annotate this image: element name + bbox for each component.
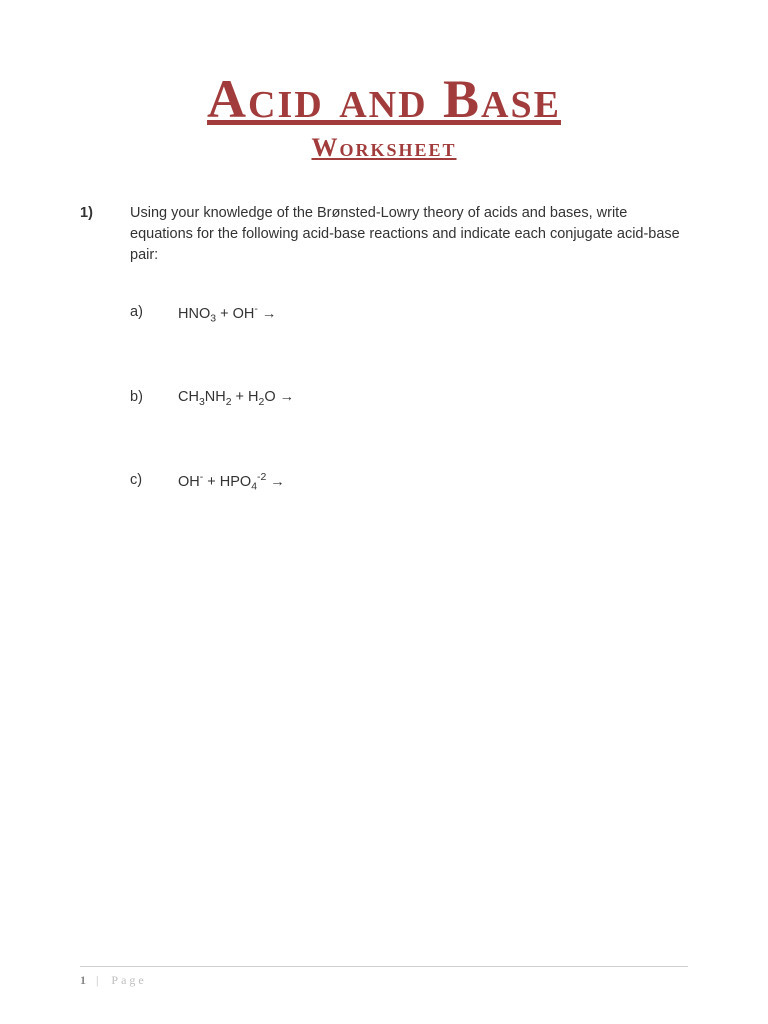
footer-separator: | <box>96 973 101 987</box>
footer-page-number: 1 <box>80 973 86 987</box>
question-part-c: c) OH- + HPO4-2 → <box>130 470 688 495</box>
part-label: b) <box>130 387 150 410</box>
page-subtitle: Worksheet <box>80 133 688 163</box>
part-label: a) <box>130 302 150 327</box>
question-number: 1) <box>80 203 102 495</box>
footer-label: Page <box>111 973 146 987</box>
part-formula: HNO3 + OH- → <box>178 302 276 327</box>
question-part-b: b) CH3NH2 + H2O → <box>130 387 688 410</box>
page-title: Acid and Base <box>80 70 688 129</box>
part-label: c) <box>130 470 150 495</box>
question-part-a: a) HNO3 + OH- → <box>130 302 688 327</box>
part-formula: OH- + HPO4-2 → <box>178 470 285 495</box>
question-1: 1) Using your knowledge of the Brønsted-… <box>80 203 688 495</box>
question-prompt: Using your knowledge of the Brønsted-Low… <box>130 203 688 266</box>
page-footer: 1 | Page <box>80 966 688 988</box>
part-formula: CH3NH2 + H2O → <box>178 387 294 410</box>
